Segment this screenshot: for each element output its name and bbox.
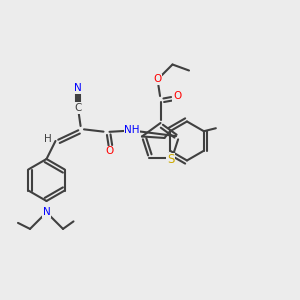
Text: N: N — [43, 207, 50, 218]
Text: H: H — [44, 134, 52, 145]
Text: NH: NH — [124, 125, 140, 136]
Text: N: N — [74, 83, 82, 94]
Text: O: O — [173, 91, 181, 101]
Text: O: O — [105, 146, 114, 157]
Text: O: O — [153, 74, 162, 85]
Text: S: S — [167, 153, 174, 166]
Text: C: C — [74, 103, 82, 113]
